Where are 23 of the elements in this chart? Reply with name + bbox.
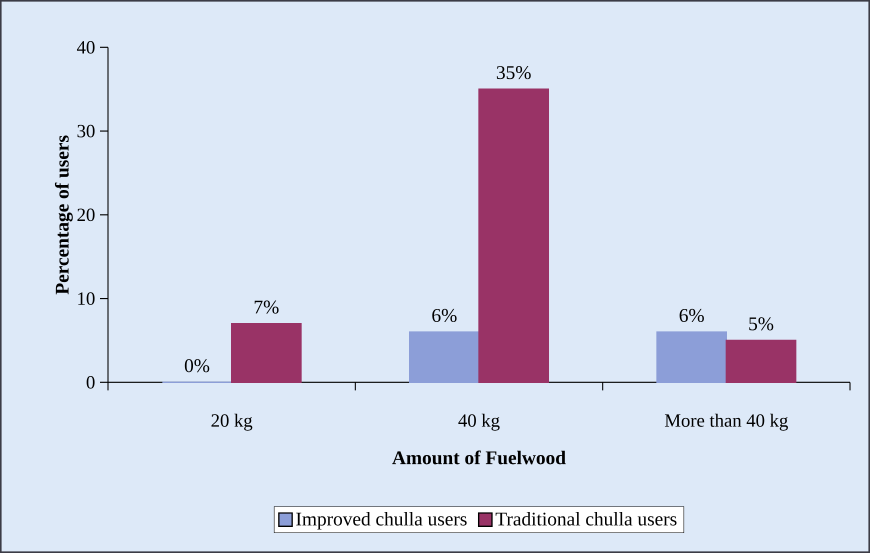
y-tick-label: 20 (77, 208, 95, 222)
y-tick-label: 30 (78, 124, 95, 138)
data-label: 5% (749, 317, 774, 330)
y-tick-label: 0 (86, 376, 95, 389)
bar (726, 340, 796, 384)
data-label: 35% (496, 66, 531, 80)
x-tick-label: More than 40 kg (664, 414, 788, 431)
x-tick-label: 40 kg (458, 414, 500, 431)
y-tick-label: 10 (78, 292, 95, 305)
bar (231, 323, 302, 384)
y-tick-label: 40 (76, 41, 95, 54)
legend-label: Improved chulla users (296, 512, 467, 530)
x-axis-title: Amount of Fuelwood (392, 450, 566, 464)
data-label: 6% (432, 308, 457, 322)
bar (656, 331, 728, 384)
data-label: 6% (680, 308, 704, 322)
legend-label: Traditional chulla users (496, 512, 676, 526)
data-label: 7% (254, 300, 279, 314)
data-label: 0% (184, 359, 210, 372)
bar (409, 331, 480, 384)
y-axis-title: Percentage of users (54, 136, 73, 294)
x-tick-label: 20 kg (211, 414, 252, 431)
bar (478, 88, 550, 384)
